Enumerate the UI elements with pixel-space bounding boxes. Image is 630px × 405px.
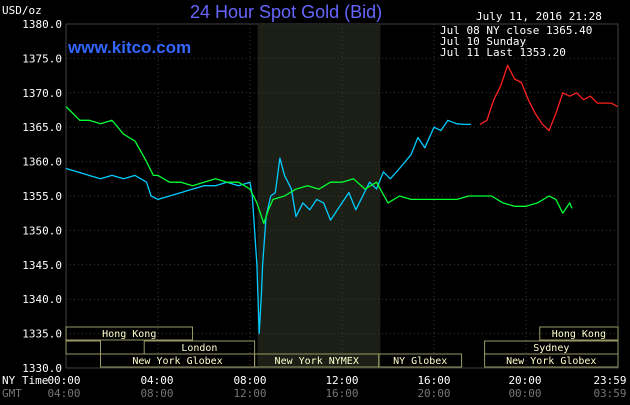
y-tick-label: 1345.0 [22, 259, 62, 272]
series-line [65, 106, 573, 225]
series-line [479, 64, 618, 132]
session-label: NY Globex [393, 356, 447, 367]
y-tick-label: 1370.0 [22, 87, 62, 100]
y-tick-label: 1355.0 [22, 190, 62, 203]
legend-entry-sunday: Jul 10 Sunday [440, 35, 526, 48]
chart-title: 24 Hour Spot Gold (Bid) [190, 2, 382, 22]
legend-entry-last: Jul 11 Last 1353.20 [440, 46, 566, 59]
x-tick-labels: 00:0004:0004:0008:0008:0012:0012:0016:00… [47, 374, 626, 400]
legend-entry-ny-close: Jul 08 NY close 1365.40 [440, 24, 592, 37]
units-label: USD/oz [2, 4, 42, 17]
y-tick-label: 1360.0 [22, 156, 62, 169]
y-tick-labels: 1330.0 1335.0 1340.0 1345.0 1350.0 1355.0 1360… [22, 18, 62, 375]
session-bar [539, 326, 619, 341]
x-tick-label-ny: 20:00 [508, 374, 541, 387]
session-bar [65, 326, 193, 341]
y-tick-label: 1365.0 [22, 121, 62, 134]
x-tick-label-gmt: 00:00 [508, 387, 541, 400]
x-tick-label-ny: 16:00 [417, 374, 450, 387]
legend: Jul 08 NY close 1365.40 Jul 10 Sunday Ju… [440, 24, 592, 59]
y-tick-label: 1380.0 [22, 18, 62, 31]
grid [65, 23, 619, 369]
session-bar [484, 353, 619, 368]
series-lines [65, 64, 618, 335]
session-label: Hong Kong [552, 329, 606, 340]
x-tick-label-gmt: 03:59 [593, 387, 626, 400]
session-bar [378, 353, 463, 368]
x-tick-label-gmt: 04:00 [47, 387, 80, 400]
x-tick-label-ny: 12:00 [325, 374, 358, 387]
y-tick-label: 1350.0 [22, 224, 62, 237]
x-tick-label-gmt: 16:00 [325, 387, 358, 400]
x-tick-label-ny: 00:00 [47, 374, 80, 387]
session-bar [65, 340, 101, 355]
series-line [65, 119, 471, 335]
chart-date: July 11, 2016 21:28 [476, 10, 602, 23]
session-label: New York NYMEX [275, 356, 359, 367]
session-label: Hong Kong [102, 329, 156, 340]
session-bars: Hong Kong Hong Kong London Sydney New York G… [65, 326, 619, 368]
x-tick-label-gmt: 20:00 [417, 387, 450, 400]
y-tick-label: 1375.0 [22, 52, 62, 65]
x-tick-label-ny: 08:00 [233, 374, 266, 387]
gmt-label: GMT [2, 387, 22, 400]
ny-time-label: NY Time [2, 374, 48, 387]
session-label: New York Globex [506, 356, 596, 367]
y-tick-label: 1330.0 [22, 362, 62, 375]
y-tick-label: 1340.0 [22, 293, 62, 306]
x-tick-label-gmt: 12:00 [233, 387, 266, 400]
session-label: New York Globex [132, 356, 222, 367]
session-label: London [181, 343, 217, 354]
session-label: Sydney [533, 343, 569, 354]
site-url: www.kitco.com [67, 38, 191, 57]
x-tick-label-gmt: 08:00 [140, 387, 173, 400]
x-tick-label-ny: 04:00 [140, 374, 173, 387]
x-tick-label-ny: 23:59 [593, 374, 626, 387]
y-tick-label: 1335.0 [22, 328, 62, 341]
